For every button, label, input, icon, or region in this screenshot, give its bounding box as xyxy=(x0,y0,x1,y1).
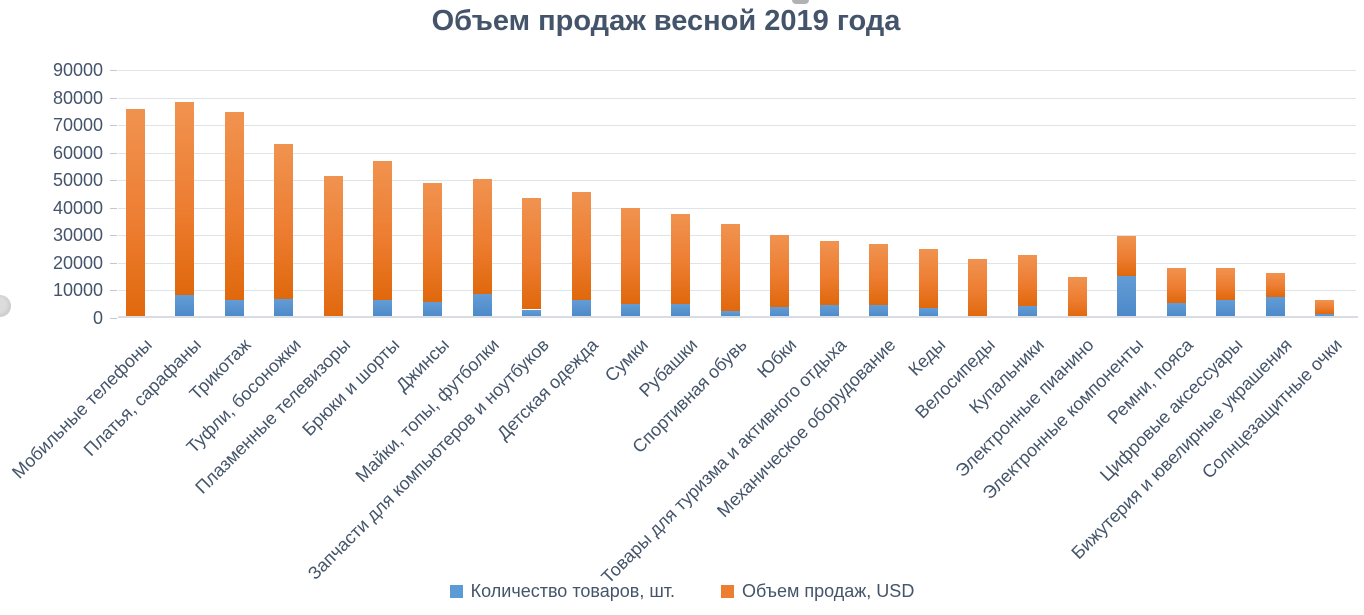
chart-title: Объем продаж весной 2019 года xyxy=(431,5,901,37)
y-axis-tick xyxy=(110,97,117,99)
bar-sales-segment xyxy=(423,183,442,302)
bar-sales-segment xyxy=(373,160,393,301)
gridline xyxy=(118,207,1356,209)
y-axis-tick xyxy=(110,318,117,319)
bar-quantity-segment xyxy=(522,309,542,318)
y-axis-tick-label: 80000 xyxy=(52,87,103,108)
y-axis-tick-label: 50000 xyxy=(52,170,103,191)
bar-quantity-segment xyxy=(1216,300,1236,318)
y-axis-tick xyxy=(110,152,117,154)
legend-swatch xyxy=(449,584,463,598)
bar-sales-segment xyxy=(968,258,988,318)
y-axis-tick xyxy=(110,290,117,292)
bar-sales-segment xyxy=(472,178,492,294)
bar-sales-segment xyxy=(819,241,839,306)
bar-sales-segment xyxy=(1265,272,1285,297)
y-axis-tick xyxy=(110,70,117,71)
y-axis-tick-label: 30000 xyxy=(52,225,103,246)
y-axis-tick xyxy=(110,207,117,209)
y-axis-tick xyxy=(110,235,117,237)
bar-sales-segment xyxy=(1216,268,1236,301)
bar-sales-segment xyxy=(274,143,294,299)
gridline xyxy=(118,125,1356,127)
bar-quantity-segment xyxy=(819,305,839,318)
bar-sales-segment xyxy=(1067,276,1087,318)
legend-label: Объем продаж, USD xyxy=(742,581,915,601)
y-axis-tick xyxy=(110,180,117,182)
y-axis-tick-label: 20000 xyxy=(52,252,103,273)
bar-sales-segment xyxy=(918,249,938,309)
legend-label: Количество товаров, шт. xyxy=(470,581,676,601)
gridline xyxy=(118,180,1356,182)
bar-sales-segment xyxy=(571,192,591,300)
bar-sales-segment xyxy=(1017,255,1037,306)
legend-swatch xyxy=(721,584,735,598)
bar-sales-segment xyxy=(869,244,889,306)
bar-sales-segment xyxy=(670,214,690,304)
bar-quantity-segment xyxy=(224,300,244,318)
bar-quantity-segment xyxy=(1265,296,1285,318)
bar-quantity-segment xyxy=(918,308,938,318)
y-axis-tick-label: 10000 xyxy=(52,280,103,301)
bar-quantity-segment xyxy=(1117,275,1137,318)
bar-sales-segment xyxy=(323,176,343,318)
bar-quantity-segment xyxy=(1166,303,1186,318)
legend-item: Количество товаров, шт. xyxy=(449,581,676,601)
bar-sales-segment xyxy=(175,101,195,295)
y-axis-tick-label: 40000 xyxy=(52,197,103,218)
bar-sales-segment xyxy=(522,197,542,310)
bar-sales-segment xyxy=(621,207,641,304)
legend: Количество товаров, шт. Объем продаж, USD xyxy=(0,581,1364,601)
bar-sales-segment xyxy=(125,108,145,318)
bar-sales-segment xyxy=(720,223,740,311)
gridline xyxy=(118,97,1356,99)
bar-quantity-segment xyxy=(770,307,789,318)
bar-sales-segment xyxy=(1166,268,1186,304)
bar-quantity-segment xyxy=(720,310,740,318)
bar-sales-segment xyxy=(224,111,244,301)
y-axis-tick-label: 70000 xyxy=(52,115,103,136)
bar-quantity-segment xyxy=(571,299,591,318)
gridline xyxy=(118,152,1356,154)
bar-quantity-segment xyxy=(175,294,195,318)
x-axis-line xyxy=(118,316,1358,318)
bar-quantity-segment xyxy=(869,305,889,318)
legend-item: Объем продаж, USD xyxy=(721,581,914,601)
bar-quantity-segment xyxy=(423,301,442,318)
bar-quantity-segment xyxy=(1017,305,1037,318)
left-edge-circle-artifact xyxy=(0,295,11,317)
bar-quantity-segment xyxy=(373,300,393,318)
cropped-top-edge-fragment xyxy=(792,0,809,4)
bar-sales-segment xyxy=(1315,299,1335,315)
y-axis-tick xyxy=(110,262,117,264)
bar-quantity-segment xyxy=(621,303,641,318)
bar-quantity-segment xyxy=(472,294,492,318)
bar-quantity-segment xyxy=(274,298,294,318)
y-axis-tick xyxy=(110,125,117,127)
bar-quantity-segment xyxy=(670,303,690,318)
y-axis-tick-label: 90000 xyxy=(52,60,103,80)
bar-sales-segment xyxy=(770,235,789,308)
gridline xyxy=(118,70,1356,71)
y-axis-tick-label: 60000 xyxy=(52,142,103,163)
bar-sales-segment xyxy=(1117,235,1137,276)
y-axis-tick-label: 0 xyxy=(92,308,103,328)
